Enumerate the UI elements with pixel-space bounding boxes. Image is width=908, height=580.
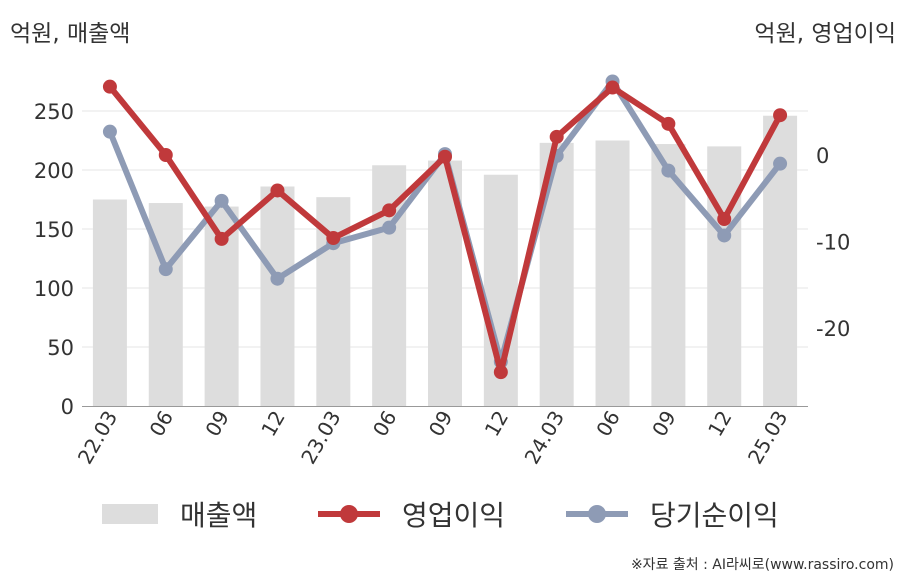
x-axis-tick-label: 09 [200,407,234,441]
right-axis-tick-label: 0 [816,144,829,168]
x-axis-tick-label: 06 [591,407,625,441]
x-axis-tick-label: 12 [256,407,290,441]
operating-profit-point [158,148,173,162]
net-income-point [661,163,676,178]
operating-profit-point [326,231,341,246]
x-axis-tick-label: 23.03 [296,407,345,469]
x-axis-tick-label: 12 [703,407,737,441]
left-axis-tick-label: 0 [61,395,74,419]
net-income-point [382,220,397,235]
revenue-bar [260,186,295,406]
x-axis-tick-label: 06 [145,407,179,441]
net-income-point [773,156,788,171]
revenue-bar [707,146,742,406]
legend-label-operating-profit: 영업이익 [402,499,506,532]
right-axis-tick-label: -20 [816,317,850,341]
operating-profit-point [717,212,732,227]
x-axis-tick-label: 09 [647,407,681,441]
revenue-bar [92,199,127,406]
right-axis-unit-label: 억원, 영업이익 [754,21,896,47]
legend-item-operating-profit: 영업이익 [318,492,505,536]
left-axis-tick-label: 250 [34,100,74,124]
left-axis-tick-label: 100 [34,277,74,301]
operating-profit-point [661,116,676,131]
operating-profit-point [493,365,508,380]
x-axis-tick-label: 09 [424,407,458,441]
source-credit: ※자료 출처 : AI라씨로(www.rassiro.com) [630,557,894,573]
left-axis-tick-label: 150 [34,218,74,242]
operating-profit-point [549,129,564,144]
net-income-point [717,228,732,243]
left-axis-tick-label: 50 [47,336,74,360]
legend-swatch-revenue [102,504,158,524]
legend-item-net-income: 당기순이익 [566,492,779,536]
net-income-point [270,271,285,286]
x-axis-tick-label: 24.03 [520,407,569,469]
left-axis-unit-label: 억원, 매출액 [10,21,131,47]
net-income-point [102,124,117,139]
legend-swatch-operating-profit [318,504,380,524]
x-axis-tick-label: 06 [368,407,402,441]
right-axis-tick-label: -10 [816,231,850,255]
operating-profit-point [438,149,452,164]
operating-profit-point [102,79,117,94]
net-income-point [214,193,229,208]
operating-profit-point [605,80,620,95]
legend-item-revenue: 매출액 [102,492,257,536]
legend-swatch-net-income [566,504,628,524]
x-axis-tick-label: 25.03 [743,407,792,469]
operating-profit-point [382,203,397,218]
legend-label-net-income: 당기순이익 [650,499,779,532]
operating-profit-point [773,108,788,123]
left-axis-tick-label: 200 [34,159,74,183]
legend-label-revenue: 매출액 [180,499,258,532]
x-axis-tick-label: 22.03 [73,407,122,469]
operating-profit-point [214,231,229,246]
net-income-point [158,262,173,277]
operating-profit-point [270,183,285,198]
x-axis-tick-label: 12 [480,407,514,441]
revenue-bar [595,140,630,406]
